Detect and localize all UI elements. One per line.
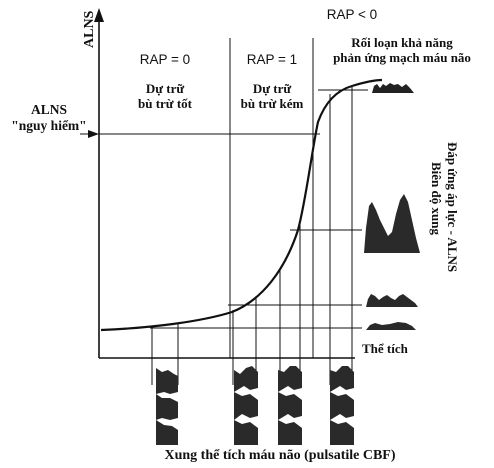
cbv-pulse-4 [330, 366, 354, 445]
y-axis-label: ALNS [82, 10, 97, 48]
zone-2-description: Dự trữ bù trừ kém [230, 81, 314, 112]
zone-3-line1: Rối loạn khả năng [351, 35, 453, 50]
zone-1-rap: RAP = 0 [139, 52, 191, 67]
zone-2-line2: bù trừ kém [240, 95, 304, 111]
danger-label-line1: ALNS [30, 102, 67, 117]
x-axis-label: Thể tích [362, 341, 408, 356]
zone-3-description: Rối loạn khả năng phản ứng mạch máu não [314, 35, 490, 66]
danger-arrow [88, 130, 99, 138]
cbv-pulse-2 [234, 366, 258, 445]
right-label-pulse-amplitude: Biên độ xung [429, 162, 444, 235]
y-axis-arrow [94, 8, 104, 22]
zone-3-rap: RAP < 0 [326, 7, 378, 22]
pressure-volume-curve [100, 78, 383, 332]
icp-pulse-waveform-large [364, 194, 420, 253]
bottom-caption: Xung thể tích máu não (pulsatile CBF) [164, 448, 396, 463]
cbv-pulse-3 [278, 366, 302, 445]
zone-2-rap: RAP = 1 [246, 52, 298, 67]
icp-pulse-waveform-medium [366, 294, 418, 307]
zone-1-line1: Dự trữ [145, 81, 185, 96]
right-label-pressure-response: Đáp ứng áp lực - ALNS [445, 142, 460, 273]
zone-1-description: Dự trữ bù trừ tốt [115, 81, 215, 112]
icp-pulse-waveform-top [372, 83, 414, 93]
danger-label-line2: "nguy hiểm" [11, 117, 87, 133]
cbv-pulse-1 [156, 368, 178, 445]
danger-icp-label: ALNS "nguy hiểm" [4, 102, 94, 133]
icp-pulse-waveform-small [366, 322, 416, 330]
zone-2-line1: Dự trữ [252, 81, 292, 96]
cbv-pulse-waveforms [156, 366, 354, 445]
zone-3-line2: phản ứng mạch máu não [333, 49, 471, 65]
zone-1-line2: bù trừ tốt [137, 95, 193, 111]
